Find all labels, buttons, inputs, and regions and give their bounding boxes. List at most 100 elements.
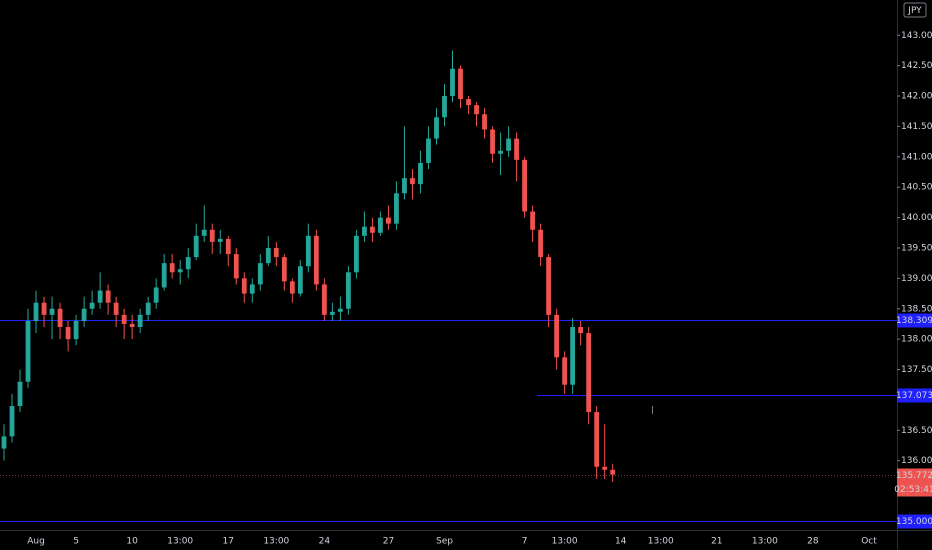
- countdown: 02:53:41: [894, 485, 932, 495]
- x-tick-label: 13:00: [752, 537, 778, 547]
- candle-body: [161, 263, 167, 288]
- candle-body: [514, 138, 519, 160]
- symbol-badge-box[interactable]: [903, 2, 927, 18]
- candle-body: [297, 266, 303, 294]
- candle-body: [426, 138, 431, 163]
- price-line-label: 137.073: [896, 391, 932, 401]
- x-tick-label: 13:00: [167, 537, 193, 547]
- candle-body: [442, 96, 447, 118]
- candle-body: [570, 326, 576, 385]
- candle-body: [586, 333, 592, 413]
- candle-body: [25, 320, 31, 382]
- candle-body: [418, 162, 423, 185]
- candle-body: [73, 320, 79, 340]
- candle-body: [450, 68, 455, 97]
- candle-body: [241, 278, 247, 294]
- x-tick-label: 28: [807, 537, 819, 547]
- candle-body: [305, 235, 311, 267]
- candle-body: [257, 263, 263, 285]
- price-line-label-box: [897, 514, 932, 529]
- candle-body: [458, 68, 463, 100]
- x-tick-label: 7: [522, 537, 528, 547]
- candle-body: [370, 226, 375, 233]
- price-line-label: 138.309: [896, 316, 932, 326]
- candle-body: [273, 247, 279, 258]
- candle-body: [145, 302, 151, 315]
- y-tick-label: 140.000: [901, 213, 932, 223]
- y-tick-label: 136.000: [901, 456, 932, 466]
- y-tick-label: 141.500: [901, 122, 932, 132]
- x-tick-label: 21: [711, 537, 722, 547]
- y-tick-label: 142.000: [901, 92, 932, 102]
- candle-body: [169, 263, 175, 273]
- candle-body: [490, 129, 495, 154]
- candle-body: [578, 326, 584, 334]
- price-line-label-box: [897, 313, 932, 328]
- last-price-label: 135.772: [896, 471, 932, 481]
- candle-body: [41, 302, 47, 315]
- candle-body: [177, 269, 183, 273]
- y-tick-label: 137.500: [901, 365, 932, 375]
- candle-body: [89, 302, 95, 309]
- x-tick-label: 14: [615, 537, 627, 547]
- candle-body: [530, 211, 535, 230]
- candle-body: [225, 238, 231, 255]
- candle-body: [402, 178, 407, 194]
- candle-body: [289, 281, 295, 294]
- y-tick-label: 141.000: [901, 152, 932, 162]
- candle-body: [498, 150, 503, 154]
- candle-body: [362, 226, 367, 236]
- x-tick-label: 13:00: [648, 537, 674, 547]
- x-tick-label: Oct: [861, 537, 877, 547]
- symbol-badge[interactable]: JPY: [907, 6, 922, 16]
- candle-body: [394, 193, 399, 224]
- candle-body: [602, 466, 608, 470]
- candle-body: [337, 308, 343, 312]
- y-tick-label: 138.000: [901, 335, 932, 345]
- candle-body: [313, 235, 319, 285]
- x-tick-label: 17: [223, 537, 234, 547]
- candle-body: [353, 235, 359, 273]
- y-tick-label: 139.500: [901, 243, 932, 253]
- candle-body: [129, 323, 135, 327]
- candle-body: [378, 217, 383, 233]
- candle-body: [193, 235, 199, 258]
- candle-body: [466, 99, 471, 106]
- candle-body: [65, 326, 71, 340]
- candle-body: [410, 178, 415, 185]
- candle-body: [233, 254, 239, 279]
- candle-body: [57, 308, 63, 327]
- candle-body: [137, 314, 143, 327]
- candle-body: [97, 290, 103, 303]
- candle-body: [209, 229, 215, 242]
- candle-body: [594, 412, 600, 467]
- candle-body: [153, 287, 159, 303]
- y-tick-label: 136.500: [901, 426, 932, 436]
- candle-body: [281, 257, 287, 282]
- candle-body: [265, 247, 271, 264]
- candle-body: [185, 257, 191, 270]
- candle-body: [610, 469, 616, 475]
- candle-body: [474, 105, 479, 115]
- candle-body: [386, 217, 391, 224]
- candle-body: [17, 381, 23, 407]
- last-price-box: [897, 468, 932, 497]
- candle-body: [105, 290, 111, 303]
- candle-body: [1, 436, 7, 449]
- candle-body: [434, 117, 439, 139]
- y-tick-label: 138.500: [901, 304, 932, 314]
- candle-body: [49, 308, 55, 315]
- x-tick-label: 5: [73, 537, 79, 547]
- candle-body: [554, 314, 560, 358]
- candle-body: [249, 284, 255, 294]
- price-line-label-box: [897, 388, 932, 403]
- candle-body: [81, 308, 87, 321]
- candle-body: [121, 314, 127, 324]
- candle-body: [9, 406, 15, 437]
- candle-body: [217, 238, 223, 242]
- candle-body: [321, 284, 327, 315]
- x-tick-label: 27: [383, 537, 394, 547]
- y-tick-label: 142.500: [901, 61, 932, 71]
